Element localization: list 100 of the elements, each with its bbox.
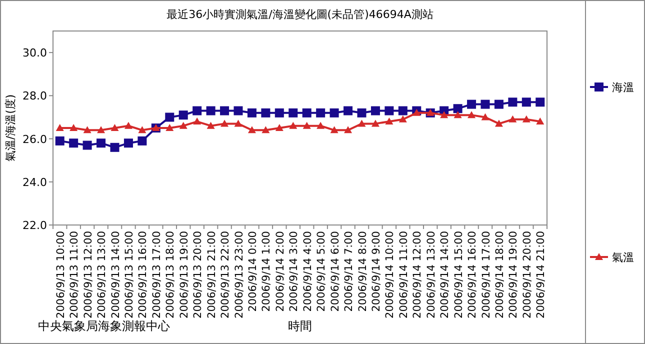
point: [165, 112, 174, 122]
point: [262, 126, 270, 134]
point: [357, 108, 366, 118]
point: [384, 106, 394, 116]
point: [289, 122, 298, 129]
point: [480, 100, 490, 109]
point: [82, 140, 92, 150]
x-tick-label: 2006/9/14 6:00: [329, 231, 342, 312]
x-tick-label: 2006/9/14 12:00: [412, 231, 424, 318]
y-axis-title: 氣溫/海溫(度): [4, 94, 17, 162]
point: [69, 138, 78, 148]
point: [220, 120, 229, 127]
point: [124, 122, 132, 129]
point: [110, 142, 120, 152]
point: [371, 120, 380, 127]
point: [385, 118, 394, 125]
point: [302, 122, 311, 129]
point: [220, 106, 230, 116]
point: [138, 126, 146, 134]
x-tick-label: 2006/9/14 9:00: [370, 231, 382, 312]
x-tick-label: 2006/9/13 17:00: [150, 231, 163, 318]
point: [56, 124, 64, 131]
point: [302, 108, 312, 118]
x-tick-label: 2006/9/14 13:00: [425, 231, 438, 318]
x-tick-label: 2006/9/14 7:00: [343, 231, 356, 312]
point: [166, 124, 174, 131]
x-tick-label: 2006/9/14 21:00: [535, 231, 548, 318]
point: [275, 124, 284, 131]
x-tick-label: 2006/9/14 1:00: [260, 231, 273, 312]
x-tick-label: 2006/9/14 0:00: [246, 231, 259, 312]
point: [83, 126, 92, 134]
x-tick-label: 2006/9/13 18:00: [164, 231, 177, 318]
x-tick-label: 2006/9/14 17:00: [480, 231, 492, 318]
point: [70, 124, 78, 131]
point: [454, 111, 462, 118]
point: [468, 111, 476, 118]
point: [467, 100, 476, 109]
point: [124, 138, 133, 148]
legend-label: 海溫: [612, 81, 634, 94]
y-tick-label: 26.0: [22, 132, 47, 146]
point: [234, 106, 243, 116]
x-tick-label: 2006/9/14 16:00: [466, 231, 479, 318]
point: [55, 136, 64, 146]
x-tick-label: 2006/9/13 14:00: [110, 231, 122, 318]
x-axis-title: 時間: [288, 319, 312, 333]
point: [206, 122, 215, 129]
point: [494, 100, 504, 109]
point: [330, 108, 339, 118]
x-tick-label: 2006/9/13 23:00: [233, 231, 246, 318]
y-tick-label: 24.0: [22, 176, 47, 189]
point: [453, 104, 462, 114]
y-tick-label: 30.0: [22, 46, 47, 60]
point: [370, 106, 380, 116]
x-tick-label: 2006/9/14 4:00: [302, 231, 314, 312]
point: [288, 108, 298, 118]
point: [247, 108, 256, 118]
text: 中央氣象局海象測報中心: [38, 319, 170, 333]
point: [536, 98, 545, 107]
point: [138, 136, 147, 146]
point: [178, 110, 188, 120]
point: [398, 106, 408, 116]
point: [193, 118, 202, 125]
point: [316, 122, 325, 129]
point: [330, 126, 338, 134]
point: [508, 115, 517, 122]
point: [522, 98, 531, 107]
x-tick-label: 2006/9/14 10:00: [384, 231, 396, 318]
x-tick-label: 2006/9/14 20:00: [521, 231, 534, 318]
x-tick-label: 2006/9/14 3:00: [288, 231, 300, 312]
x-tick-label: 2006/9/13 12:00: [82, 231, 94, 318]
point: [344, 126, 352, 134]
x-tick-label: 2006/9/14 14:00: [439, 231, 452, 318]
x-tick-label: 2006/9/14 18:00: [494, 231, 506, 318]
x-tick-label: 2006/9/14 19:00: [508, 231, 520, 318]
point: [97, 126, 106, 134]
point: [481, 113, 490, 120]
point: [234, 120, 242, 127]
point: [316, 108, 326, 118]
point: [440, 111, 448, 118]
x-tick-label: 2006/9/13 16:00: [137, 231, 150, 318]
x-tick-label: 2006/9/13 13:00: [96, 231, 108, 318]
x-tick-label: 2006/9/13 11:00: [68, 231, 81, 318]
x-tick-label: 2006/9/13 20:00: [192, 231, 204, 318]
point: [248, 126, 256, 134]
x-tick-label: 2006/9/13 21:00: [206, 231, 218, 318]
point: [494, 120, 503, 127]
x-tick-label: 2006/9/14 5:00: [316, 231, 328, 312]
x-tick-label: 2006/9/13 10:00: [54, 231, 67, 318]
point: [522, 115, 530, 122]
x-tick-label: 2006/9/13 15:00: [123, 231, 136, 318]
y-tick-label: 28.0: [22, 90, 47, 103]
x-tick-label: 2006/9/13 19:00: [178, 231, 190, 318]
point: [261, 108, 270, 118]
point: [358, 120, 366, 127]
point: [508, 98, 518, 107]
point: [412, 108, 421, 116]
point: [274, 108, 284, 118]
point: [398, 115, 407, 122]
point: [110, 124, 119, 131]
x-tick-label: 2006/9/13 22:00: [220, 231, 232, 318]
